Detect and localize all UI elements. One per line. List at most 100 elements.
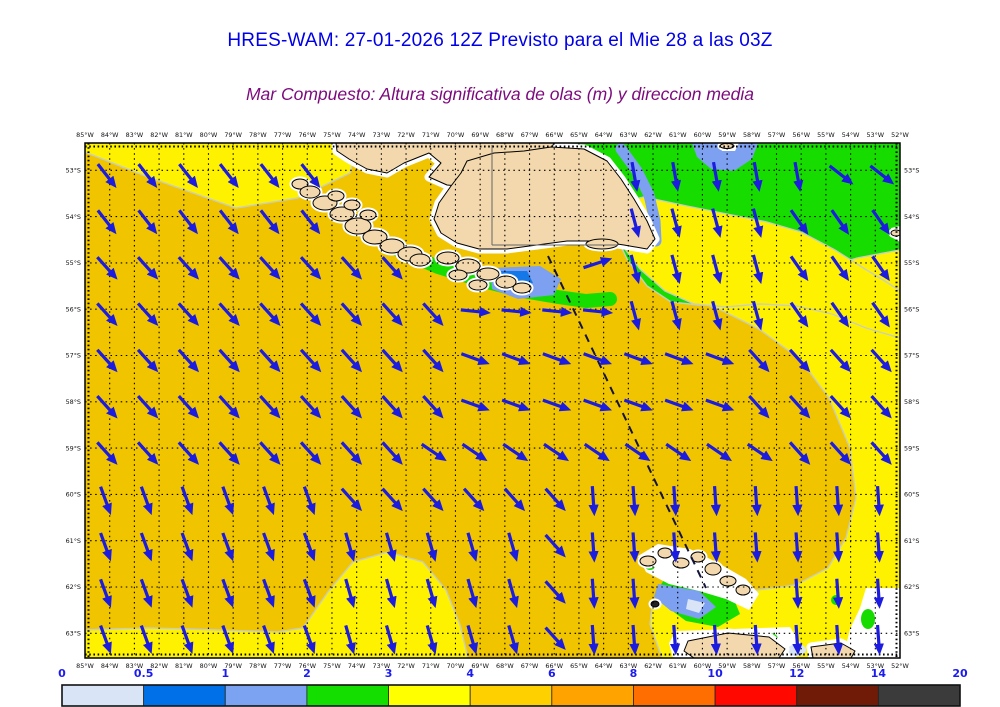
wave-direction-arrow — [139, 532, 153, 562]
wave-direction-arrow — [544, 626, 566, 651]
wave-direction-arrow — [873, 532, 884, 563]
wave-direction-arrow — [299, 441, 322, 465]
lon-label-top: 78°W — [249, 131, 267, 139]
wave-direction-arrow — [344, 532, 356, 562]
lon-label-top: 67°W — [521, 131, 539, 139]
wave-direction-arrow — [828, 164, 854, 185]
wave-direction-arrow — [461, 442, 488, 462]
lat-label-left: 55°S — [66, 259, 81, 267]
wave-direction-arrow — [221, 578, 235, 608]
lon-label-bottom: 84°W — [101, 662, 119, 670]
colorbar-segment — [388, 684, 471, 707]
wave-direction-arrow — [422, 487, 444, 512]
wave-direction-arrow — [870, 394, 892, 419]
lon-label-top: 57°W — [768, 131, 786, 139]
lon-label-bottom: 75°W — [323, 662, 341, 670]
lon-label-top: 56°W — [792, 131, 810, 139]
island — [329, 206, 355, 222]
wave-direction-arrow — [873, 486, 884, 517]
wave-direction-arrow — [302, 578, 316, 608]
wave-direction-arrow — [139, 486, 153, 516]
wave-direction-arrow — [542, 306, 573, 317]
wave-direction-arrow — [466, 624, 479, 655]
lon-label-bottom: 66°W — [545, 662, 563, 670]
wave-direction-arrow — [629, 300, 641, 331]
wave-direction-arrow — [178, 209, 198, 235]
wave-direction-arrow — [624, 442, 651, 462]
wave-direction-arrow — [543, 442, 570, 462]
wave-direction-arrow — [873, 578, 884, 609]
wave-direction-arrow — [340, 348, 363, 373]
wave-direction-arrow — [792, 532, 803, 563]
wave-direction-arrow — [829, 348, 852, 373]
wave-direction-arrow — [177, 302, 200, 326]
wave-direction-arrow — [752, 161, 763, 192]
lon-label-top: 65°W — [570, 131, 588, 139]
wave-direction-arrow — [751, 300, 764, 331]
wave-direction-arrow — [748, 394, 770, 419]
wave-direction-arrow — [501, 352, 531, 365]
wave-direction-arrow — [262, 625, 275, 655]
lon-label-top: 52°W — [891, 131, 909, 139]
island — [409, 253, 431, 267]
lon-label-top: 83°W — [126, 131, 144, 139]
wave-direction-arrow — [259, 256, 281, 280]
wave-direction-arrow — [381, 441, 403, 465]
wave-direction-arrow — [136, 394, 159, 419]
lon-label-bottom: 76°W — [298, 662, 316, 670]
lon-label-top: 69°W — [471, 131, 489, 139]
wave-direction-arrow — [177, 394, 200, 419]
wave-direction-arrow — [544, 487, 566, 512]
wave-direction-arrow — [302, 625, 316, 655]
wave-direction-arrow — [544, 533, 566, 558]
region-yellow-sw — [85, 551, 469, 658]
wave-direction-arrow — [177, 441, 200, 465]
page-subtitle: Mar Compuesto: Altura significativa de o… — [245, 84, 755, 104]
lon-label-bottom: 70°W — [447, 662, 465, 670]
wave-direction-arrow — [501, 398, 531, 412]
lon-label-top: 79°W — [224, 131, 242, 139]
wave-direction-arrow — [180, 578, 194, 608]
lon-label-bottom: 80°W — [200, 662, 218, 670]
lon-label-top: 70°W — [447, 131, 465, 139]
lon-label-top: 77°W — [274, 131, 292, 139]
wave-direction-arrow — [870, 441, 892, 465]
lon-label-top: 76°W — [298, 131, 316, 139]
island — [657, 547, 673, 559]
wave-direction-arrow — [177, 256, 200, 280]
wave-direction-arrow — [136, 302, 159, 326]
island — [291, 178, 309, 190]
wave-direction-arrow — [259, 348, 281, 373]
wave-direction-arrow — [96, 209, 117, 235]
patch-ellipse — [861, 609, 875, 629]
wave-direction-arrow — [788, 441, 811, 465]
colorbar-tick-label: 4 — [466, 667, 474, 680]
wave-direction-arrow — [588, 532, 599, 563]
colorbar-segment — [796, 684, 879, 707]
wave-direction-arrow — [670, 161, 682, 192]
lat-label-left: 57°S — [66, 352, 81, 360]
wave-direction-arrow — [665, 442, 692, 462]
lon-label-bottom: 67°W — [521, 662, 539, 670]
lat-label-right: 62°S — [904, 583, 919, 591]
wave-direction-arrow — [629, 486, 640, 517]
wave-direction-arrow — [710, 532, 721, 563]
wave-direction-arrow — [381, 348, 403, 373]
island — [476, 267, 500, 281]
wave-direction-arrow — [582, 257, 613, 270]
lon-label-top: 74°W — [348, 131, 366, 139]
colorbar-tick-label: 1 — [221, 667, 229, 680]
wave-direction-arrow — [751, 624, 762, 656]
island — [327, 190, 345, 202]
wave-direction-arrow — [588, 624, 599, 656]
wave-direction-arrow — [99, 578, 112, 608]
wave-direction-arrow — [869, 164, 895, 185]
lat-label-right: 61°S — [904, 537, 919, 545]
lon-label-bottom: 85°W — [76, 662, 94, 670]
wave-direction-arrow — [178, 163, 198, 188]
wave-direction-arrow — [792, 578, 803, 609]
lon-label-top: 64°W — [595, 131, 613, 139]
colorbar-border — [61, 684, 961, 707]
wave-direction-arrow — [582, 306, 614, 317]
wave-direction-arrow — [829, 394, 852, 419]
